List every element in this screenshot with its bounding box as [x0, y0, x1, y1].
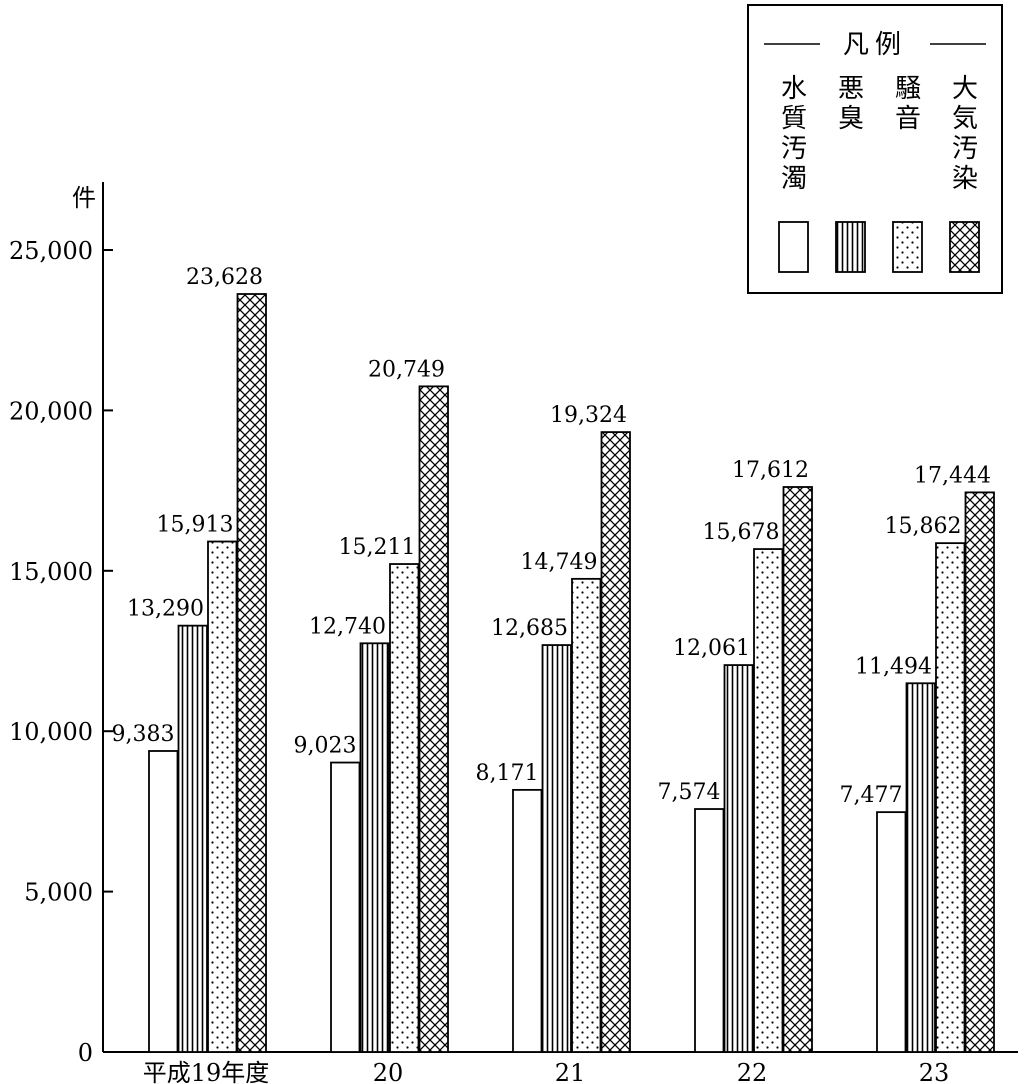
bar-dots-0 [207, 540, 238, 1053]
category-label: 22 [737, 1059, 768, 1084]
bar-vertical-lines-2 [541, 644, 572, 1053]
value-label: 15,678 [703, 520, 780, 545]
category-labels: 平成19年度 20 21 22 23 [143, 1059, 950, 1084]
legend-label: 水質汚濁 [781, 74, 807, 194]
bar-crosshatch-1 [418, 385, 449, 1053]
value-label: 9,383 [112, 722, 175, 747]
legend-label: 悪臭 [838, 74, 864, 134]
category-label: 23 [919, 1059, 950, 1084]
legend-swatch-vertical-lines [835, 221, 866, 273]
value-label: 15,862 [885, 514, 962, 539]
value-label: 19,324 [550, 403, 627, 428]
bar-blank-1 [330, 761, 361, 1053]
value-label: 17,444 [914, 463, 991, 488]
bar-vertical-lines-3 [723, 664, 754, 1053]
bar-vertical-lines-1 [359, 642, 390, 1053]
bar-crosshatch-4 [964, 491, 995, 1053]
bar-blank-0 [148, 750, 179, 1053]
bar-dots-4 [935, 542, 966, 1053]
category-label: 21 [555, 1059, 586, 1084]
y-ticks: 0 5,000 10,000 15,000 20,000 25,000 [9, 237, 113, 1067]
value-label: 15,211 [339, 535, 416, 560]
value-label: 9,023 [294, 734, 357, 759]
value-label: 14,749 [521, 550, 598, 575]
value-label: 15,913 [157, 513, 234, 538]
legend-swatch-blank [778, 221, 809, 273]
y-tick-label: 10,000 [9, 718, 93, 746]
bar-crosshatch-3 [782, 486, 813, 1053]
y-axis-unit-label: 件 [72, 184, 96, 212]
value-label: 20,749 [368, 357, 445, 382]
bar-blank-3 [694, 808, 725, 1053]
legend-label: 騒音 [895, 74, 921, 134]
y-tick-label: 25,000 [9, 237, 93, 265]
category-label: 平成19年度 [143, 1059, 270, 1084]
bar-crosshatch-2 [600, 431, 631, 1053]
bar-vertical-lines-4 [905, 682, 936, 1053]
bars [148, 293, 995, 1053]
legend-swatch-dots [892, 221, 923, 273]
value-label: 8,171 [476, 761, 539, 786]
value-label: 12,061 [673, 636, 750, 661]
value-label: 23,628 [186, 265, 263, 290]
bar-dots-3 [753, 548, 784, 1053]
bar-dots-1 [389, 563, 420, 1053]
y-tick-label: 15,000 [9, 558, 93, 586]
y-tick-label: 5,000 [24, 879, 93, 907]
bar-blank-4 [876, 811, 907, 1053]
y-tick-label: 0 [78, 1039, 93, 1067]
value-label: 12,685 [491, 616, 568, 641]
bar-crosshatch-0 [236, 293, 267, 1053]
legend-title: 凡例 [843, 30, 907, 60]
value-label: 13,290 [127, 597, 204, 622]
legend-label: 大気汚染 [952, 74, 978, 194]
value-labels: 9,383 13,290 15,913 23,628 9,023 12,740 15,211… [112, 265, 991, 808]
bar-dots-2 [571, 577, 602, 1053]
value-label: 12,740 [309, 614, 386, 639]
value-label: 11,494 [855, 654, 932, 679]
y-tick-label: 20,000 [9, 397, 93, 425]
value-label: 17,612 [732, 458, 809, 483]
bar-blank-2 [512, 788, 543, 1053]
value-label: 7,477 [840, 783, 903, 808]
category-label: 20 [373, 1059, 404, 1084]
legend-swatch-crosshatch [949, 221, 980, 273]
bar-vertical-lines-0 [177, 624, 208, 1053]
value-label: 7,574 [658, 780, 721, 805]
